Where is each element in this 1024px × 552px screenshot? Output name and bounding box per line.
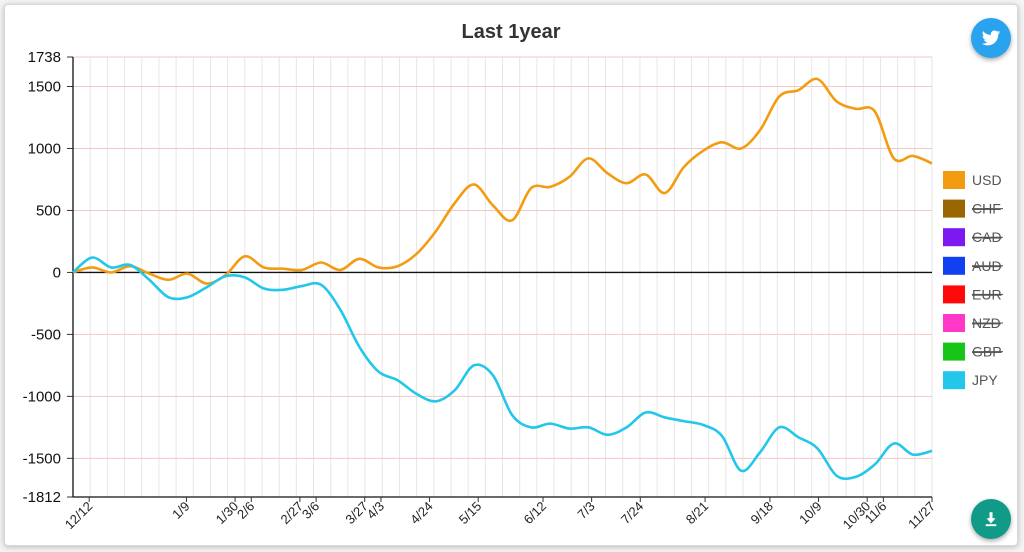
chart: Last 1year 1738 1500 1000 500 0 -500 -1000 -150…	[23, 21, 1003, 533]
download-icon	[985, 512, 997, 527]
y-tick-label: 1738	[28, 49, 61, 66]
y-tick-label: -500	[31, 326, 61, 343]
x-tick-label: 6/12	[521, 499, 550, 528]
legend-item-eur[interactable]: EUR	[943, 285, 1003, 304]
legend-label: JPY	[972, 372, 998, 388]
legend-swatch	[943, 371, 965, 390]
legend-item-usd[interactable]: USD	[943, 171, 1002, 189]
legend: USD CHF CAD AUD EUR NZD GBP JPY	[943, 171, 1003, 390]
chart-card: Last 1year 1738 1500 1000 500 0 -500 -1000 -150…	[4, 4, 1018, 546]
x-tick-label: 9/18	[748, 499, 777, 528]
legend-item-nzd[interactable]: NZD	[943, 314, 1003, 332]
download-button[interactable]	[971, 499, 1011, 539]
y-tick-label: 500	[36, 202, 61, 219]
legend-swatch	[943, 285, 965, 304]
legend-swatch	[943, 314, 965, 332]
x-tick-label: 10/9	[796, 499, 825, 528]
x-tick-label: 8/21	[683, 499, 712, 528]
legend-item-chf[interactable]: CHF	[943, 199, 1003, 218]
y-tick-label: -1500	[23, 450, 61, 467]
legend-swatch	[943, 199, 965, 218]
x-tick-label: 7/3	[574, 499, 597, 522]
twitter-icon	[981, 30, 1001, 46]
series-lines	[72, 77, 933, 481]
x-tick-label: 2/6	[234, 499, 257, 522]
legend-item-gbp[interactable]: GBP	[943, 342, 1003, 361]
x-tick-label: 7/24	[618, 499, 647, 528]
y-tick-label: 1000	[28, 140, 61, 157]
y-tick-label: -1812	[23, 489, 61, 506]
x-tick-label: 12/12	[62, 499, 96, 533]
x-tick-label: 4/24	[407, 499, 436, 528]
legend-label: USD	[972, 172, 1002, 188]
legend-swatch	[943, 256, 965, 275]
legend-item-jpy[interactable]: JPY	[943, 371, 998, 390]
y-tick-label: 1500	[28, 78, 61, 95]
twitter-share-button[interactable]	[971, 18, 1011, 58]
x-tick-label: 1/9	[169, 499, 192, 522]
x-tick-label: 5/15	[456, 499, 485, 528]
gridlines	[72, 56, 933, 498]
y-tick-label: -1000	[23, 388, 61, 405]
y-tick-label: 0	[53, 264, 61, 281]
legend-swatch	[943, 228, 965, 247]
series-line-jpy	[72, 256, 933, 481]
x-tick-label: 3/6	[299, 499, 322, 522]
legend-item-cad[interactable]: CAD	[943, 228, 1003, 247]
x-tick-label: 4/3	[364, 499, 387, 522]
x-tick-label: 11/27	[905, 499, 938, 532]
chart-title: Last 1year	[462, 21, 561, 43]
legend-swatch	[943, 342, 965, 361]
legend-item-aud[interactable]: AUD	[943, 256, 1003, 275]
legend-swatch	[943, 171, 965, 189]
